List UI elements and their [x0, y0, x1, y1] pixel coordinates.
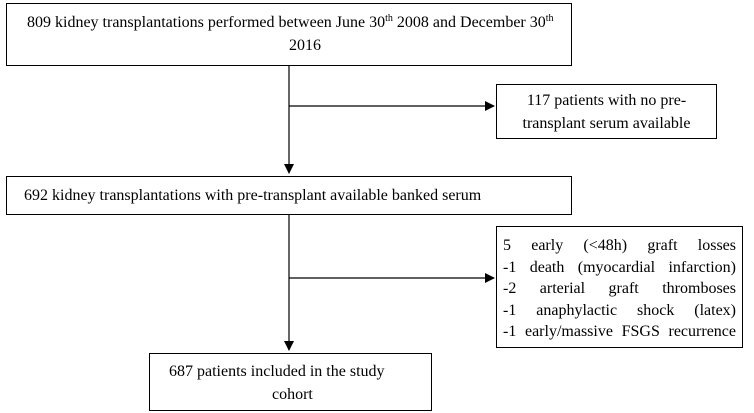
study-cohort-box: 687 patients included in the study cohor… [149, 353, 432, 411]
graft-losses-line-2: -1 death (myocardial infarction) [503, 258, 736, 276]
excluded-no-serum-line2: transplant serum available [522, 115, 691, 132]
total-transplants-box: 809 kidney transplantations performed be… [6, 3, 572, 66]
total-transplants-line2: 2016 [289, 37, 321, 54]
graft-losses-line-4: -1 anaphylactic shock (latex) [503, 301, 736, 319]
study-cohort-line2: cohort [272, 386, 313, 403]
banked-serum-text: 692 kidney transplantations with pre-tra… [24, 187, 482, 204]
total-transplants-line1: 809 kidney transplantations performed be… [27, 13, 554, 32]
banked-serum-box: 692 kidney transplantations with pre-tra… [6, 176, 572, 215]
excluded-no-serum-box: 117 patients with no pre- transplant ser… [496, 84, 717, 139]
excluded-graft-losses-box: 5 early (<48h) graft losses -1 death (my… [496, 226, 743, 348]
graft-losses-line-1: 5 early (<48h) graft losses [503, 237, 736, 254]
graft-losses-line-5: -1 early/massive FSGS recurrence [503, 323, 736, 340]
graft-losses-line-3: -2 arterial graft thromboses [503, 280, 736, 297]
excluded-no-serum-line1: 117 patients with no pre- [526, 92, 687, 109]
study-cohort-line1: 687 patients included in the study [169, 363, 385, 380]
